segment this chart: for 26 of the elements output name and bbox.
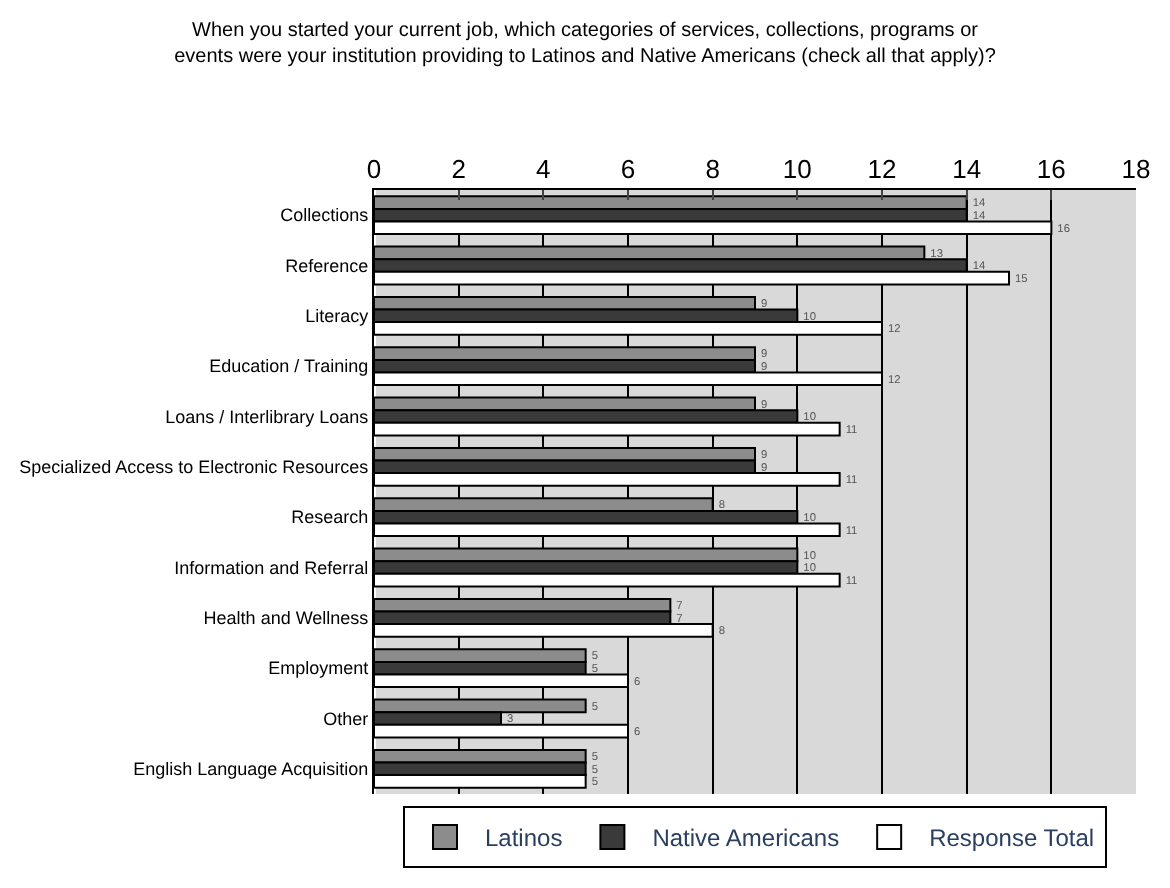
x-tick-label: 10 [782, 153, 812, 184]
x-tick-label: 6 [620, 153, 636, 184]
x-tick-label: 2 [451, 153, 466, 184]
y-tick-label: Literacy [305, 306, 370, 327]
legend-label: Native Americans [652, 824, 840, 853]
x-tick-label: 4 [536, 153, 551, 184]
x-tick-label: 0 [366, 153, 382, 184]
legend-label: Latinos [485, 824, 563, 853]
y-tick-label: English Language Acquisition [133, 759, 369, 780]
y-tick-label: Employment [268, 658, 370, 679]
y-tick-label: Reference [285, 255, 369, 276]
y-tick-label: Loans / Interlibrary Loans [165, 406, 370, 427]
x-tick-label: 12 [867, 153, 897, 184]
x-tick-label: 14 [952, 153, 982, 184]
chart-title: When you started your current job, which categories of services, collections, programs or events were your institution providing to Latinos and Native Americans (check all that apply)? [174, 19, 997, 68]
y-tick-label: Health and Wellness [203, 608, 370, 629]
y-tick-label: Information and Referral [174, 557, 369, 578]
y-tick-label: Education / Training [209, 356, 369, 377]
x-tick-label: 8 [705, 153, 720, 184]
y-tick-label: Other [323, 708, 369, 729]
legend-label: Response Total [929, 824, 1095, 853]
y-tick-label: Research [291, 507, 369, 528]
x-tick-label: 18 [1121, 153, 1151, 184]
x-tick-label: 16 [1036, 153, 1066, 184]
y-tick-label: Specialized Access to Electronic Resources [19, 457, 370, 478]
y-tick-label: Collections [280, 205, 370, 226]
